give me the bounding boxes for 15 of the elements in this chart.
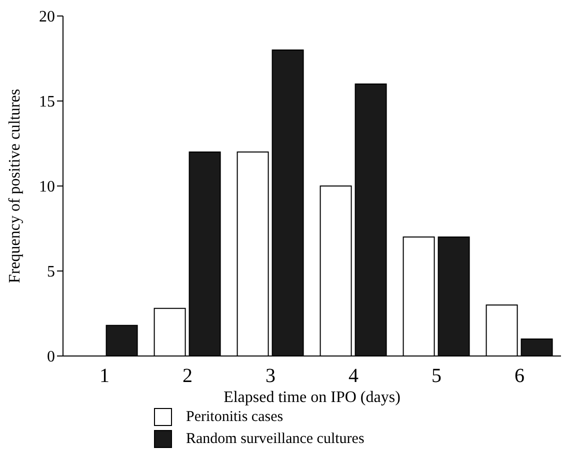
y-tick-label: 20 bbox=[39, 8, 55, 26]
x-tick-label: 3 bbox=[266, 365, 276, 388]
x-tick-label: 5 bbox=[432, 365, 442, 388]
y-tick-label: 0 bbox=[47, 348, 55, 366]
legend-label: Random surveillance cultures bbox=[186, 430, 364, 448]
x-tick-label: 2 bbox=[182, 365, 192, 388]
legend-label: Peritonitis cases bbox=[186, 408, 284, 426]
x-tick-label: 4 bbox=[348, 365, 358, 388]
x-tick-label: 6 bbox=[514, 365, 524, 388]
y-tick-label: 15 bbox=[39, 94, 55, 111]
x-tick-label: 1 bbox=[100, 365, 110, 388]
x-axis-title: Elapsed time on IPO (days) bbox=[224, 389, 400, 406]
y-axis-title: Frequency of positive cultures bbox=[6, 88, 24, 284]
y-tick-label: 5 bbox=[47, 264, 55, 281]
y-tick-label: 10 bbox=[39, 178, 55, 196]
